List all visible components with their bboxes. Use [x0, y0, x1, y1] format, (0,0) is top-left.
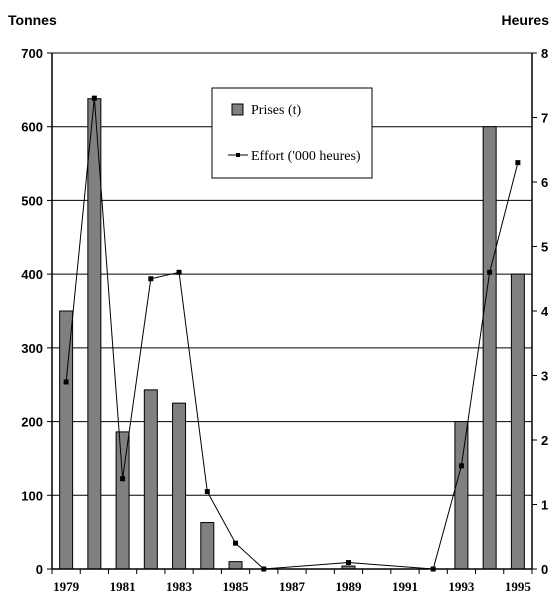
x-tick-label: 1981: [110, 579, 136, 594]
right-tick-label: 4: [541, 304, 549, 319]
left-tick-label: 700: [21, 46, 43, 61]
left-axis-title: Tonnes: [8, 12, 57, 28]
bar: [59, 310, 74, 570]
x-tick-label: 1985: [223, 579, 250, 594]
legend-bar-label: Prises (t): [251, 103, 302, 118]
line-point: [458, 463, 464, 469]
line-point: [120, 476, 126, 482]
right-tick-label: 3: [541, 369, 548, 384]
right-tick-label: 7: [541, 111, 548, 126]
right-tick-label: 6: [541, 175, 548, 190]
bar: [143, 389, 158, 570]
legend-box: [211, 87, 373, 179]
line-point: [487, 269, 493, 275]
left-tick-label: 400: [21, 267, 43, 282]
left-tick-label: 600: [21, 120, 43, 135]
bar: [87, 98, 102, 570]
right-axis-title: Heures: [502, 12, 550, 28]
line-point: [148, 276, 154, 282]
right-tick-label: 0: [541, 562, 548, 577]
x-tick-label: 1989: [335, 579, 362, 594]
bar: [482, 126, 497, 570]
line-point: [91, 95, 97, 101]
bar: [200, 522, 215, 570]
x-tick-label: 1991: [392, 579, 418, 594]
legend-bar-swatch: [231, 103, 244, 116]
bar: [172, 402, 187, 570]
right-tick-label: 2: [541, 433, 548, 448]
left-tick-label: 300: [21, 341, 43, 356]
x-tick-label: 1987: [279, 579, 306, 594]
line-point: [204, 489, 210, 495]
x-tick-label: 1979: [53, 579, 80, 594]
x-tick-label: 1983: [166, 579, 193, 594]
x-axis-ticks: 1979 1981 1983 1985 1987 1989 1991 1993 1995: [51, 569, 533, 594]
line-point: [233, 540, 239, 546]
x-tick-label: 1995: [505, 579, 532, 594]
right-tick-label: 8: [541, 46, 548, 61]
line-point: [345, 560, 351, 566]
line-point: [515, 160, 521, 166]
x-tick-label: 1993: [448, 579, 475, 594]
line-point: [63, 379, 69, 385]
left-tick-label: 500: [21, 193, 43, 208]
right-axis-ticks: 0 1 2 3 4 5 6 7 8: [532, 46, 549, 577]
left-axis-ticks: 0 100 200 300 400 500 600 700: [21, 46, 52, 577]
line-point: [176, 269, 182, 275]
bar: [115, 431, 130, 570]
right-tick-label: 5: [541, 240, 548, 255]
bar: [454, 421, 469, 570]
bar: [510, 273, 525, 570]
legend-line-marker: [236, 153, 240, 157]
left-tick-label: 200: [21, 415, 43, 430]
left-tick-label: 0: [36, 562, 43, 577]
legend: Prises (t) Effort ('000 heures): [211, 87, 373, 179]
left-tick-label: 100: [21, 488, 43, 503]
bar: [228, 561, 243, 570]
legend-line-label: Effort ('000 heures): [251, 149, 361, 164]
right-tick-label: 1: [541, 498, 548, 513]
